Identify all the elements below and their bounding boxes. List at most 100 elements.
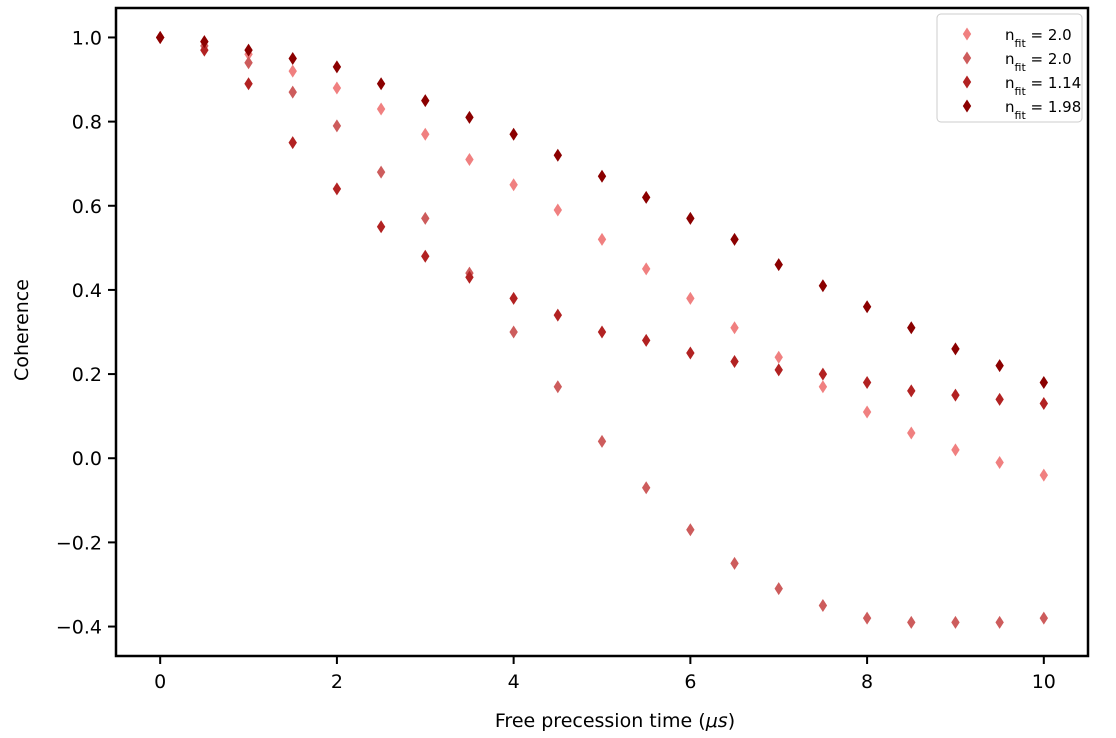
data-point bbox=[818, 367, 828, 381]
data-point bbox=[686, 523, 695, 537]
legend-marker bbox=[962, 51, 972, 65]
data-point bbox=[995, 615, 1004, 629]
data-point bbox=[376, 220, 386, 234]
data-point bbox=[332, 81, 342, 95]
data-point bbox=[1039, 397, 1049, 411]
legend-label: nfit = 2.0 bbox=[1005, 26, 1072, 50]
data-point bbox=[641, 481, 651, 495]
data-point bbox=[862, 611, 872, 625]
data-point bbox=[376, 102, 386, 116]
axes-layer: 0 2 4 6 8 10 −0.4 −0.2 0.0 0.2 0.4 0.6 0.8 1.0 bbox=[56, 6, 1090, 693]
series-3 bbox=[155, 0, 1049, 411]
series-2 bbox=[155, 0, 1049, 629]
data-point bbox=[907, 426, 916, 440]
data-point bbox=[686, 211, 695, 225]
data-point bbox=[730, 232, 739, 246]
data-point bbox=[774, 363, 783, 377]
data-point bbox=[818, 380, 828, 394]
x-tick-label: 0 bbox=[154, 671, 166, 693]
data-point bbox=[641, 333, 651, 347]
data-point bbox=[332, 182, 342, 196]
data-point bbox=[862, 375, 872, 389]
data-point bbox=[244, 56, 253, 70]
x-tick-label: 10 bbox=[1032, 671, 1056, 693]
data-point bbox=[774, 350, 783, 364]
data-point bbox=[862, 405, 872, 419]
data-point bbox=[288, 51, 297, 65]
x-tick-label: 4 bbox=[508, 671, 520, 693]
data-point bbox=[465, 110, 474, 124]
data-point bbox=[1039, 468, 1049, 482]
x-tick-label: 8 bbox=[861, 671, 873, 693]
data-point bbox=[200, 43, 209, 57]
legend-box bbox=[936, 13, 1083, 123]
y-axis-title: Coherence bbox=[11, 279, 33, 381]
data-point bbox=[465, 270, 474, 284]
y-tick-label: −0.2 bbox=[56, 532, 102, 554]
data-point bbox=[288, 85, 297, 99]
data-point bbox=[995, 359, 1004, 373]
data-point bbox=[951, 615, 960, 629]
data-point bbox=[509, 127, 518, 141]
data-point bbox=[421, 94, 430, 108]
series-4 bbox=[155, 0, 1049, 389]
y-tick-label: 1.0 bbox=[72, 27, 102, 49]
data-point bbox=[1039, 375, 1049, 389]
data-point bbox=[509, 178, 518, 192]
data-point bbox=[907, 321, 916, 335]
data-point bbox=[951, 388, 960, 402]
legend-label: nfit = 2.0 bbox=[1005, 50, 1072, 74]
y-tick-label: 0.8 bbox=[72, 112, 102, 134]
series-layer bbox=[155, 0, 1049, 629]
data-point bbox=[421, 127, 430, 141]
legend-marker bbox=[962, 27, 972, 41]
data-point bbox=[951, 342, 960, 356]
y-tick-label: 0.2 bbox=[72, 364, 102, 386]
data-point bbox=[332, 60, 342, 74]
data-point bbox=[730, 556, 739, 570]
x-tick-label: 2 bbox=[331, 671, 343, 693]
data-point bbox=[465, 152, 474, 166]
data-point bbox=[421, 249, 430, 263]
y-tick-label: 0.0 bbox=[72, 448, 102, 470]
legend-marker bbox=[962, 99, 972, 113]
data-point bbox=[288, 64, 297, 78]
data-point bbox=[376, 165, 386, 179]
data-point bbox=[995, 455, 1004, 469]
y-tick-label: 0.6 bbox=[72, 196, 102, 218]
data-point bbox=[774, 258, 783, 272]
data-point bbox=[907, 615, 916, 629]
data-point bbox=[1039, 611, 1049, 625]
data-point bbox=[730, 321, 739, 335]
data-point bbox=[995, 392, 1004, 406]
data-point bbox=[155, 30, 165, 44]
data-point bbox=[244, 43, 253, 57]
x-axis-title: Free precession time (μs) bbox=[495, 710, 735, 732]
data-point bbox=[376, 77, 386, 91]
legend-label: nfit = 1.14 bbox=[1005, 74, 1081, 98]
data-point bbox=[553, 380, 563, 394]
data-point bbox=[862, 300, 872, 314]
data-point bbox=[244, 77, 253, 91]
series-1 bbox=[155, 0, 1049, 482]
data-point bbox=[332, 119, 342, 133]
data-point bbox=[597, 232, 607, 246]
data-point bbox=[597, 325, 607, 339]
legend-label: nfit = 1.98 bbox=[1005, 98, 1081, 122]
x-tick-label: 6 bbox=[684, 671, 696, 693]
data-point bbox=[730, 354, 739, 368]
data-point bbox=[907, 384, 916, 398]
data-point bbox=[553, 203, 563, 217]
plot-frame bbox=[114, 6, 1090, 658]
y-tick-label: 0.4 bbox=[72, 280, 102, 302]
data-point bbox=[641, 190, 651, 204]
data-point bbox=[686, 291, 695, 305]
data-point bbox=[597, 434, 607, 448]
data-point bbox=[509, 291, 518, 305]
data-point bbox=[288, 136, 297, 150]
data-point bbox=[641, 262, 651, 276]
data-point bbox=[509, 325, 518, 339]
data-point bbox=[774, 582, 783, 596]
